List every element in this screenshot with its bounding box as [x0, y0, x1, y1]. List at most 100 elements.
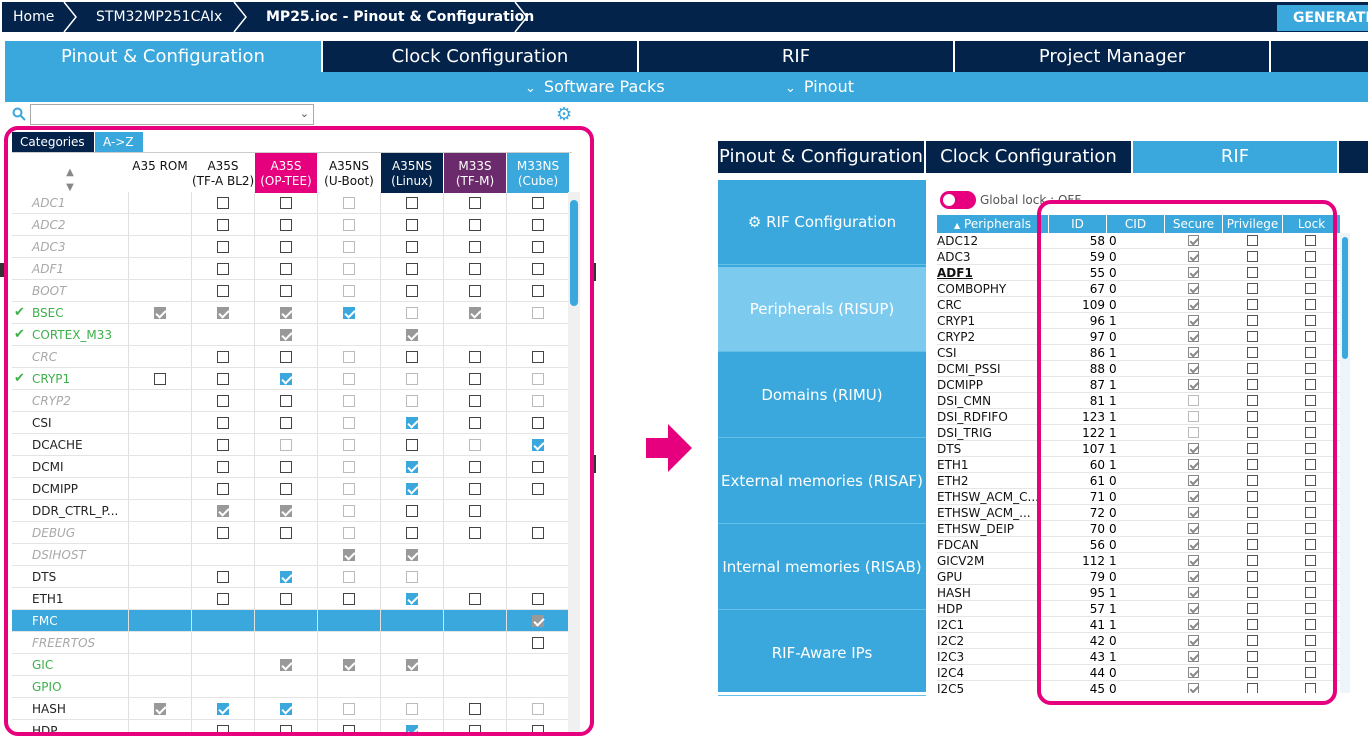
tab-rif[interactable]: RIF — [1133, 141, 1339, 173]
peripheral-cid[interactable]: 0 — [1109, 522, 1117, 536]
table-row[interactable]: I2C1 41 1 — [937, 617, 1341, 633]
table-row[interactable]: GPIO — [12, 676, 572, 698]
context-checkbox[interactable] — [343, 373, 355, 385]
privilege-checkbox[interactable] — [1247, 459, 1258, 470]
peripheral-cid[interactable]: 1 — [1109, 346, 1117, 360]
tab-pinout-configuration[interactable]: Pinout & Configuration — [718, 141, 926, 173]
table-row[interactable]: CRC 109 0 — [937, 297, 1341, 313]
context-checkbox[interactable] — [469, 593, 481, 605]
context-checkbox[interactable] — [406, 725, 418, 736]
lock-checkbox[interactable] — [1305, 619, 1316, 630]
table-row[interactable]: ADC12 58 0 — [937, 233, 1341, 249]
table-row[interactable]: CSI 86 1 — [937, 345, 1341, 361]
tab-project-manager[interactable]: Project Manager — [955, 41, 1271, 72]
privilege-checkbox[interactable] — [1247, 587, 1258, 598]
context-checkbox[interactable] — [532, 439, 544, 451]
peripheral-cid[interactable]: 1 — [1109, 458, 1117, 472]
table-row[interactable]: HASH 95 1 — [937, 585, 1341, 601]
lock-checkbox[interactable] — [1305, 523, 1316, 534]
context-checkbox[interactable] — [469, 725, 481, 736]
context-checkbox[interactable] — [469, 307, 481, 319]
table-row[interactable]: ✔ BSEC — [12, 302, 572, 324]
peripheral-cid[interactable]: 0 — [1109, 682, 1117, 693]
context-checkbox[interactable] — [532, 615, 544, 627]
secure-checkbox[interactable] — [1188, 283, 1199, 294]
secure-checkbox[interactable] — [1188, 235, 1199, 246]
table-row[interactable]: HDP — [12, 720, 572, 736]
context-checkbox[interactable] — [217, 439, 229, 451]
context-checkbox[interactable] — [469, 439, 481, 451]
context-checkbox[interactable] — [469, 527, 481, 539]
context-checkbox[interactable] — [280, 725, 292, 736]
privilege-checkbox[interactable] — [1247, 379, 1258, 390]
table-row[interactable]: GIC — [12, 654, 572, 676]
lock-checkbox[interactable] — [1305, 315, 1316, 326]
secure-checkbox[interactable] — [1188, 363, 1199, 374]
context-checkbox[interactable] — [217, 417, 229, 429]
lock-checkbox[interactable] — [1305, 235, 1316, 246]
column-header[interactable]: A35S (OP-TEE) — [255, 153, 317, 193]
context-checkbox[interactable] — [343, 263, 355, 275]
table-row[interactable]: DSI_CMN 81 1 — [937, 393, 1341, 409]
privilege-checkbox[interactable] — [1247, 651, 1258, 662]
table-row[interactable]: DSI_TRIG 122 1 — [937, 425, 1341, 441]
context-checkbox[interactable] — [217, 461, 229, 473]
peripheral-cid[interactable]: 1 — [1109, 650, 1117, 664]
scrollbar-thumb[interactable] — [1342, 237, 1348, 359]
table-row[interactable]: FDCAN 56 0 — [937, 537, 1341, 553]
column-header-peripherals[interactable]: ▲ Peripherals — [937, 215, 1049, 233]
context-checkbox[interactable] — [343, 417, 355, 429]
lock-checkbox[interactable] — [1305, 683, 1316, 693]
context-checkbox[interactable] — [280, 593, 292, 605]
context-checkbox[interactable] — [406, 659, 418, 671]
column-header-cid[interactable]: CID — [1107, 215, 1165, 233]
peripheral-cid[interactable]: 0 — [1109, 266, 1117, 280]
context-checkbox[interactable] — [532, 373, 544, 385]
table-row[interactable]: BOOT — [12, 280, 572, 302]
peripheral-cid[interactable]: 1 — [1109, 554, 1117, 568]
context-checkbox[interactable] — [217, 219, 229, 231]
lock-checkbox[interactable] — [1305, 379, 1316, 390]
peripheral-cid[interactable]: 1 — [1109, 314, 1117, 328]
peripheral-cid[interactable]: 1 — [1109, 602, 1117, 616]
table-row[interactable]: ETH2 61 0 — [937, 473, 1341, 489]
context-checkbox[interactable] — [217, 593, 229, 605]
table-row[interactable]: ADC3 59 0 — [937, 249, 1341, 265]
peripheral-cid[interactable]: 0 — [1109, 666, 1117, 680]
context-checkbox[interactable] — [469, 285, 481, 297]
peripheral-cid[interactable]: 1 — [1109, 618, 1117, 632]
context-checkbox[interactable] — [532, 725, 544, 736]
context-checkbox[interactable] — [154, 703, 166, 715]
context-checkbox[interactable] — [154, 373, 166, 385]
context-checkbox[interactable] — [532, 307, 544, 319]
context-checkbox[interactable] — [469, 505, 481, 517]
secure-checkbox[interactable] — [1188, 507, 1199, 518]
context-checkbox[interactable] — [280, 351, 292, 363]
table-row[interactable]: ADC1 — [12, 192, 572, 214]
peripheral-cid[interactable]: 0 — [1109, 474, 1117, 488]
context-checkbox[interactable] — [280, 483, 292, 495]
privilege-checkbox[interactable] — [1247, 475, 1258, 486]
pinout-menu[interactable]: ⌄ Pinout — [785, 72, 854, 104]
sidebar-item-peripherals[interactable]: Peripherals (RISUP) — [718, 267, 926, 352]
context-checkbox[interactable] — [532, 703, 544, 715]
context-checkbox[interactable] — [469, 395, 481, 407]
column-header[interactable]: A35S (TF-A BL2) — [192, 153, 254, 193]
context-checkbox[interactable] — [343, 527, 355, 539]
context-checkbox[interactable] — [343, 241, 355, 253]
secure-checkbox[interactable] — [1188, 427, 1199, 438]
context-checkbox[interactable] — [406, 703, 418, 715]
context-checkbox[interactable] — [343, 703, 355, 715]
tab-clock-configuration[interactable]: Clock Configuration — [926, 141, 1133, 173]
lock-checkbox[interactable] — [1305, 283, 1316, 294]
lock-checkbox[interactable] — [1305, 587, 1316, 598]
context-checkbox[interactable] — [469, 219, 481, 231]
lock-checkbox[interactable] — [1305, 507, 1316, 518]
peripheral-cid[interactable]: 1 — [1109, 410, 1117, 424]
context-checkbox[interactable] — [280, 461, 292, 473]
column-header-secure[interactable]: Secure — [1165, 215, 1223, 233]
peripheral-cid[interactable]: 1 — [1109, 442, 1117, 456]
secure-checkbox[interactable] — [1188, 603, 1199, 614]
context-checkbox[interactable] — [406, 483, 418, 495]
context-checkbox[interactable] — [469, 417, 481, 429]
